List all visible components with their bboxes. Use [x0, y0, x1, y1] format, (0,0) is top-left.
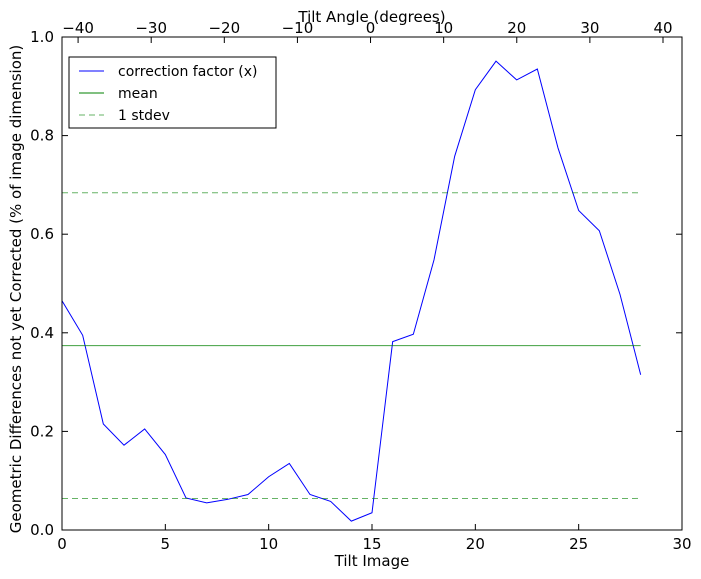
top-x-axis-label: Tilt Angle (degrees) — [297, 8, 445, 26]
top-x-tick-label: 20 — [507, 19, 526, 37]
legend-label-mean: mean — [118, 86, 158, 102]
ticks — [61, 36, 683, 531]
plot-lines — [61, 60, 642, 522]
y-axis-label: Geometric Differences not yet Corrected … — [7, 45, 25, 534]
x-tick-label: 15 — [362, 535, 381, 553]
y-tick-label: 0.0 — [30, 521, 54, 539]
x-axis-label: Tilt Image — [334, 552, 410, 570]
top-x-tick-label: −10 — [282, 19, 314, 37]
x-tick-label: 0 — [57, 535, 67, 553]
y-tick-label: 0.8 — [30, 127, 54, 145]
tick-labels: 0 5 10 15 20 25 30 0.0 0.2 0.4 0.6 0.8 1.0 −40 −30 −20 −… — [30, 19, 691, 553]
x-tick-label: 30 — [672, 535, 691, 553]
top-x-tick-label: −30 — [135, 19, 167, 37]
top-x-tick-label: −40 — [62, 19, 94, 37]
top-x-tick-label: 40 — [653, 19, 672, 37]
x-tick-label: 10 — [259, 535, 278, 553]
top-x-tick-label: 10 — [434, 19, 453, 37]
y-tick-label: 1.0 — [30, 28, 54, 46]
x-tick-label: 20 — [466, 535, 485, 553]
y-tick-label: 0.2 — [30, 422, 54, 440]
top-x-tick-label: 0 — [366, 19, 376, 37]
top-x-tick-label: −20 — [208, 19, 240, 37]
legend-label-correction-factor: correction factor (x) — [118, 64, 257, 80]
y-tick-label: 0.6 — [30, 225, 54, 243]
legend: correction factor (x) mean 1 stdev — [68, 56, 277, 129]
y-tick-label: 0.4 — [30, 324, 54, 342]
legend-label-stdev: 1 stdev — [118, 108, 170, 124]
x-tick-label: 25 — [569, 535, 588, 553]
top-x-tick-label: 30 — [580, 19, 599, 37]
x-tick-label: 5 — [161, 535, 171, 553]
series-line-correction-factor-x — [61, 60, 642, 522]
